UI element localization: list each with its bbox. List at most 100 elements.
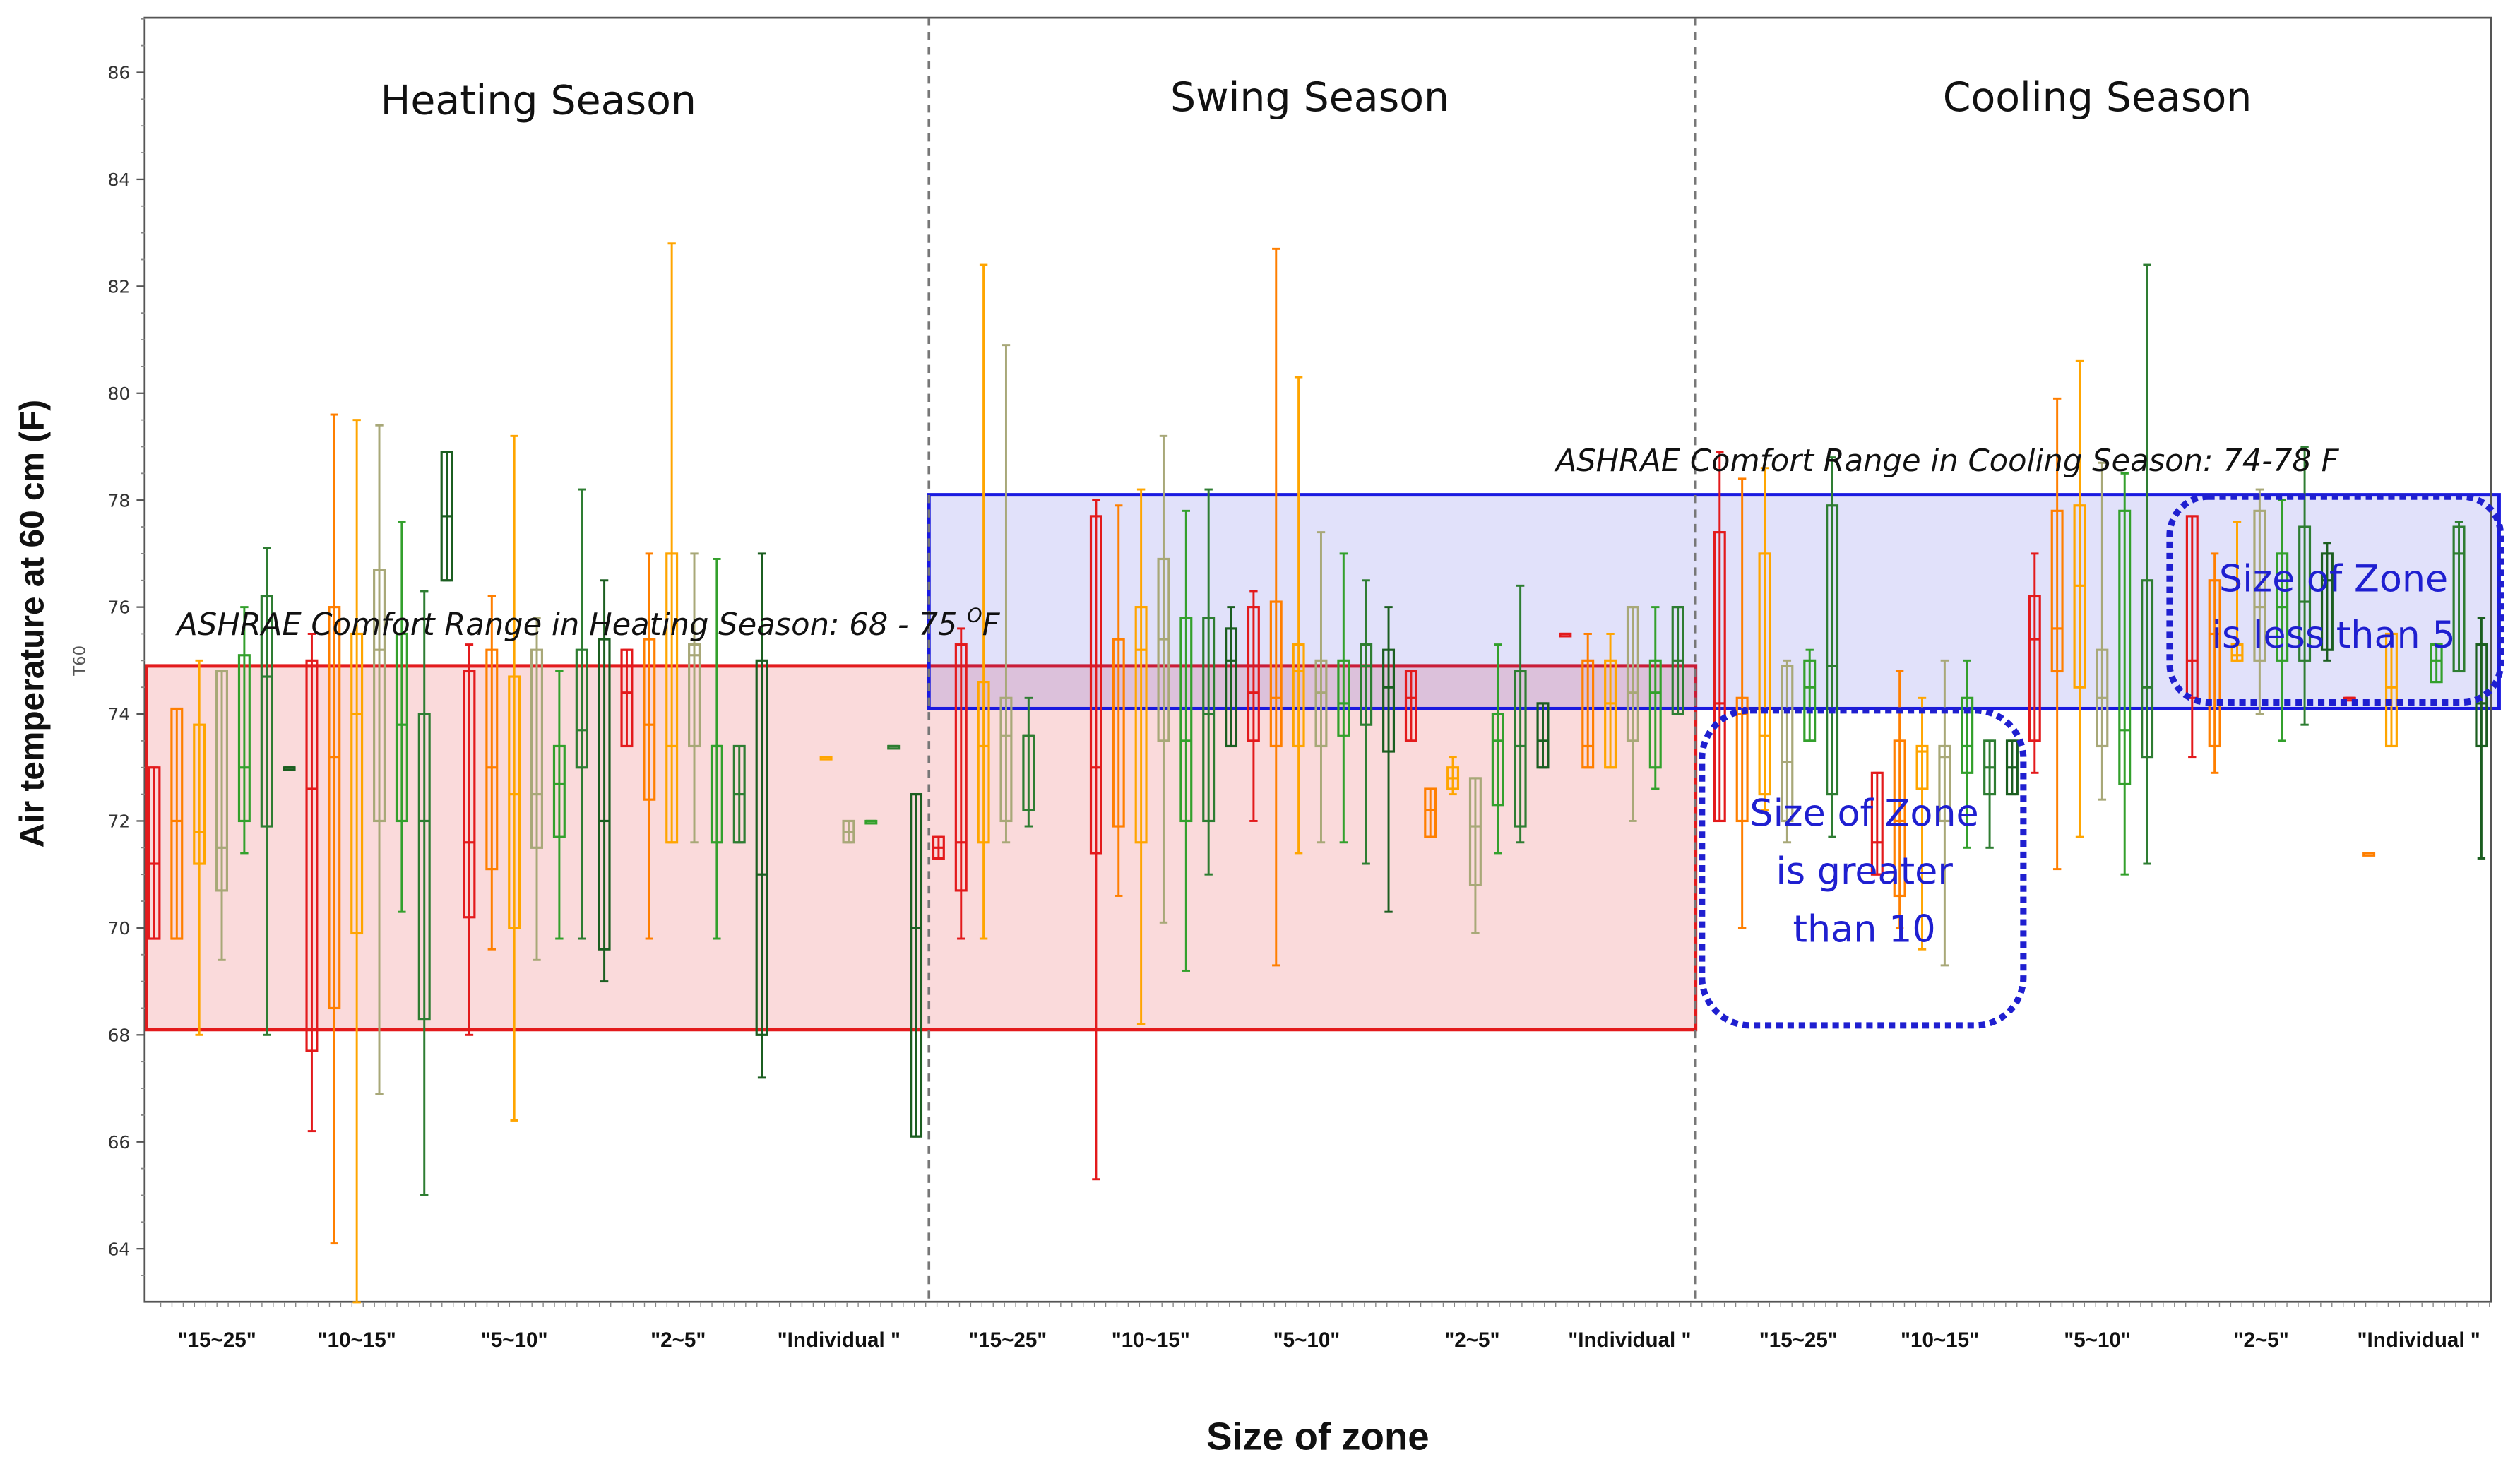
box-body [552,744,566,838]
box-body [2384,632,2398,748]
box-body [1157,557,1170,742]
box [620,648,634,748]
category-labels: "15~25" "10~15" "5~10" "2~5" "Individual… [178,1328,2480,1352]
box-body [1961,696,1974,774]
x-axis-title: Size of zone [1206,1415,1430,1458]
heating-comfort-label: ASHRAE Comfort Range in Heating Season: … [174,605,1000,643]
box [1983,739,1997,849]
box-body [1648,659,1662,769]
box [1337,552,1350,844]
y-tick-label: 84 [107,170,130,190]
box-body [665,552,679,844]
box [2141,263,2154,865]
callout-greater-line-3: than 10 [1793,908,1936,951]
box-body [1626,606,1639,742]
category-label: "10~15" [1112,1328,1190,1352]
box-body [643,638,656,801]
callout-greater-line-1: Size of Zone [1749,792,1978,835]
box-body [1424,787,1437,838]
box-body [395,632,408,823]
box [1292,376,1305,855]
box-body [2253,509,2266,662]
y-axis: 64 66 68 70 72 74 76 78 80 82 84 86 [107,18,2490,1307]
box [1735,477,1749,929]
box-body [1314,659,1328,748]
callout-less-line-1: Size of Zone [2219,557,2448,600]
box [1758,467,1771,811]
y-tick-label: 82 [107,276,130,297]
box-body [1893,739,1906,898]
category-label: "15~25" [178,1328,256,1352]
box [440,451,453,582]
box [688,552,701,844]
box [237,606,251,855]
box [887,744,901,750]
box [1269,247,1283,967]
box [1826,456,1839,838]
box [305,632,319,1133]
box [1022,696,1035,828]
box [395,520,408,913]
box-body [688,643,701,748]
box [755,552,768,1079]
box-body [1382,648,1396,753]
box-body [1269,600,1283,748]
box-body [1022,734,1035,811]
y-axis-secondary-title: T60 [71,646,90,677]
box-body [1735,696,1749,823]
box-body [575,648,588,769]
box [1112,504,1125,897]
callout-less-line-2: is less than 5 [2211,614,2455,657]
category-label: "10~15" [1901,1328,1979,1352]
box [2073,359,2086,838]
category-label: "15~25" [968,1328,1047,1352]
callout-greater-than-10 [1699,707,2027,1029]
box-body [485,648,499,871]
box [932,835,945,860]
category-label: "Individual " [778,1328,901,1352]
box [1225,606,1238,748]
y-tick-label: 74 [107,704,130,725]
box [2452,520,2466,673]
box-body [2208,579,2221,748]
box-body [215,670,229,892]
box [2362,852,2376,857]
box [1157,434,1170,924]
box [1870,771,1884,876]
box-body [1536,702,1550,769]
category-label: "Individual " [1568,1328,1691,1352]
box [1893,670,1906,929]
box [1247,590,1260,822]
box [1424,787,1437,838]
y-tick-label: 68 [107,1025,130,1045]
box-body [1225,627,1238,748]
box-body [2298,525,2312,662]
box [2320,542,2334,662]
box [1446,756,1460,796]
heating-comfort-label-superscript: O [967,605,982,627]
box [2384,632,2398,748]
box [1581,632,1595,769]
box [910,793,923,1138]
box [1089,499,1102,1181]
box [2118,472,2132,876]
cooling-comfort-label: ASHRAE Comfort Range in Cooling Season: … [1554,444,2340,479]
box-body [755,659,768,1036]
box-body [1202,617,1216,823]
box-body [999,696,1013,823]
box [999,344,1013,844]
box-body [2118,509,2132,785]
box-body [2430,643,2443,684]
box-body [977,681,990,844]
box [819,756,833,761]
box [1536,702,1550,769]
y-tick-label: 66 [107,1132,130,1153]
category-label: "10~15" [318,1328,396,1352]
box-body [598,638,611,951]
box [2253,488,2266,715]
season-label-swing: Swing Season [1170,74,1449,121]
box-body [1491,713,1504,807]
box-body [1915,744,1929,790]
box [732,744,746,844]
callout-less-than-5 [2166,493,2504,706]
